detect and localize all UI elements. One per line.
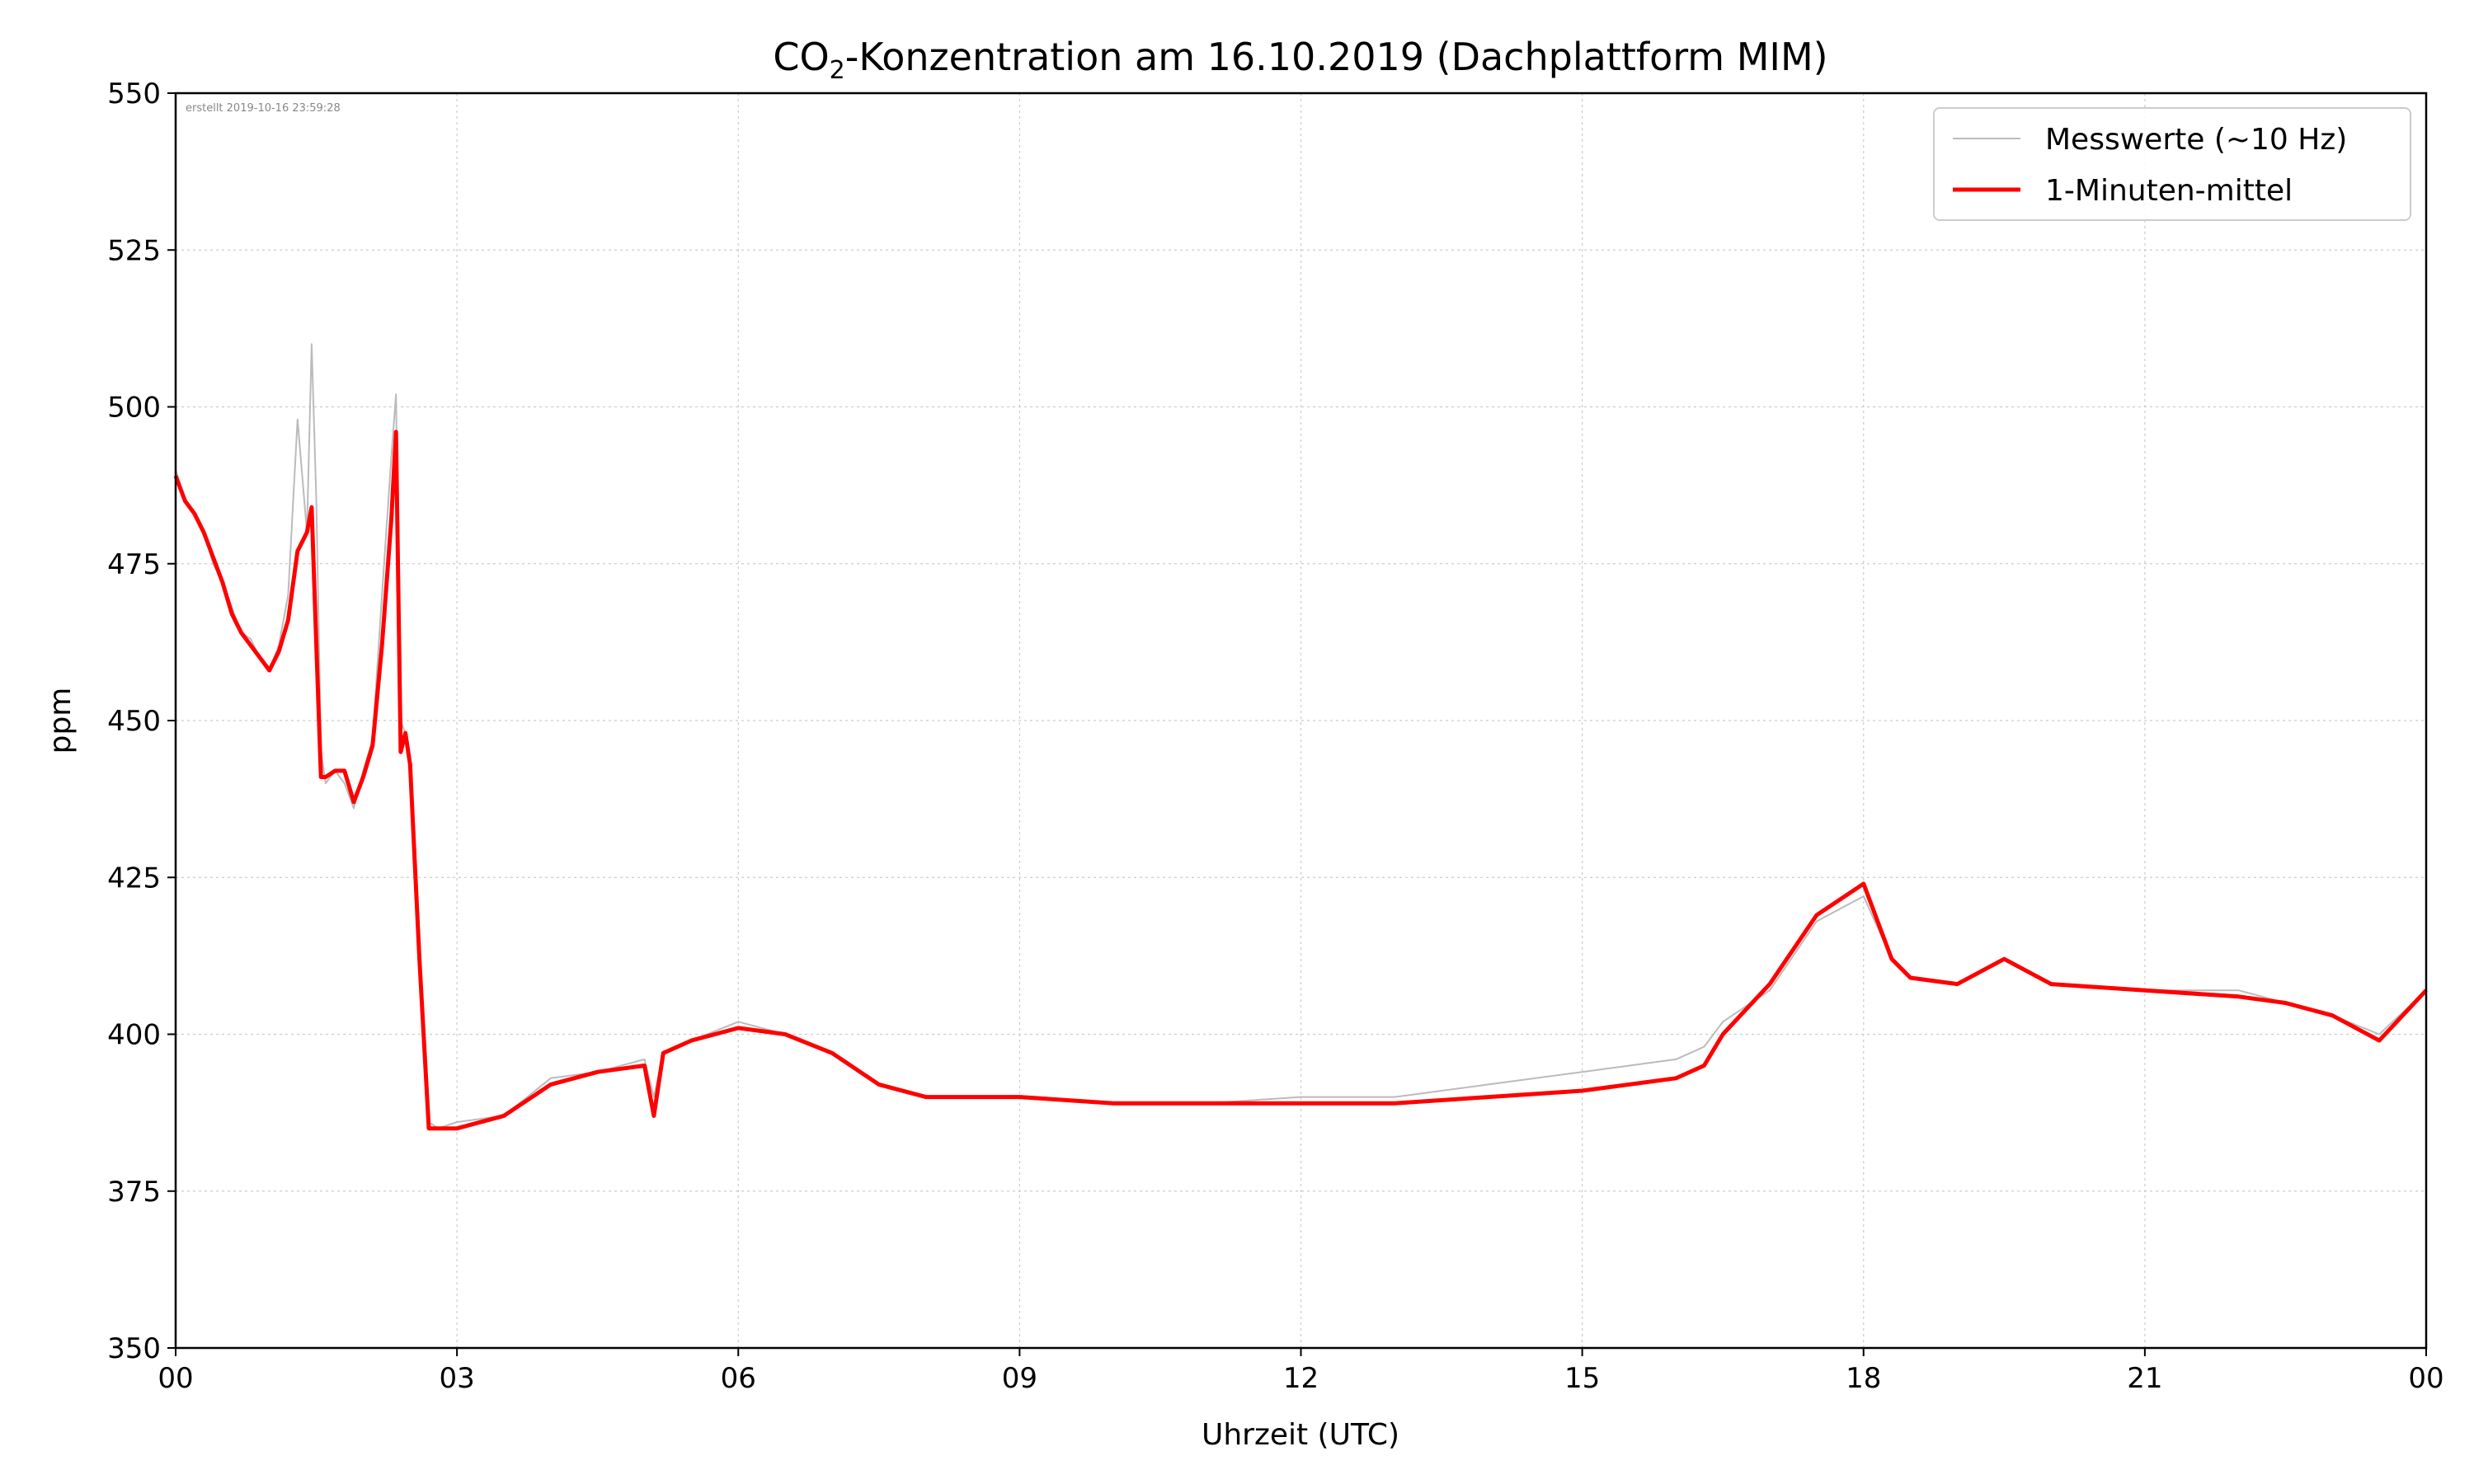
y-tick-label: 525	[107, 234, 161, 267]
title-subscript: 2	[830, 56, 845, 85]
x-tick-label: 00	[2408, 1362, 2443, 1395]
y-tick-label: 550	[107, 77, 161, 110]
y-tick-label: 475	[107, 548, 161, 581]
y-tick-label: 425	[107, 862, 161, 895]
creation-timestamp: erstellt 2019-10-16 23:59:28	[186, 102, 341, 115]
y-tick-label: 400	[107, 1019, 161, 1052]
series-line-messwerte	[175, 343, 2427, 1129]
x-tick-label: 18	[1846, 1362, 1881, 1395]
series-layer	[173, 343, 2428, 1131]
y-tick-label: 500	[107, 392, 161, 425]
x-axis-label: Uhrzeit (UTC)	[1202, 1418, 1399, 1452]
x-tick-label: 03	[439, 1362, 474, 1395]
title-suffix: -Konzentration am 16.10.2019 (Dachplattf…	[845, 35, 1828, 79]
legend: Messwerte (~10 Hz) 1-Minuten-mittel	[1933, 107, 2411, 221]
x-tick-label: 21	[2127, 1362, 2162, 1395]
legend-label-minutenmittel: 1-Minuten-mittel	[2045, 174, 2293, 208]
x-tick-label: 15	[1564, 1362, 1600, 1395]
series-line-minutenmittel	[173, 430, 2428, 1131]
y-tick-label: 350	[107, 1332, 161, 1365]
y-tick-label: 450	[107, 705, 161, 738]
title-prefix: CO	[773, 35, 829, 79]
x-tick-label: 12	[1283, 1362, 1319, 1395]
y-axis-label: ppm	[44, 688, 78, 754]
chart-title: CO2-Konzentration am 16.10.2019 (Dachpla…	[773, 35, 1827, 85]
legend-label-messwerte: Messwerte (~10 Hz)	[2045, 123, 2347, 157]
y-tick-label: 375	[107, 1176, 161, 1209]
ticks: 00 03 06 09 12 15 18 21 003503754004254504755005…	[107, 77, 2444, 1395]
x-tick-label: 06	[721, 1362, 756, 1395]
legend-box	[1933, 107, 2411, 221]
x-tick-label: 00	[158, 1362, 193, 1395]
x-tick-label: 09	[1002, 1362, 1037, 1395]
